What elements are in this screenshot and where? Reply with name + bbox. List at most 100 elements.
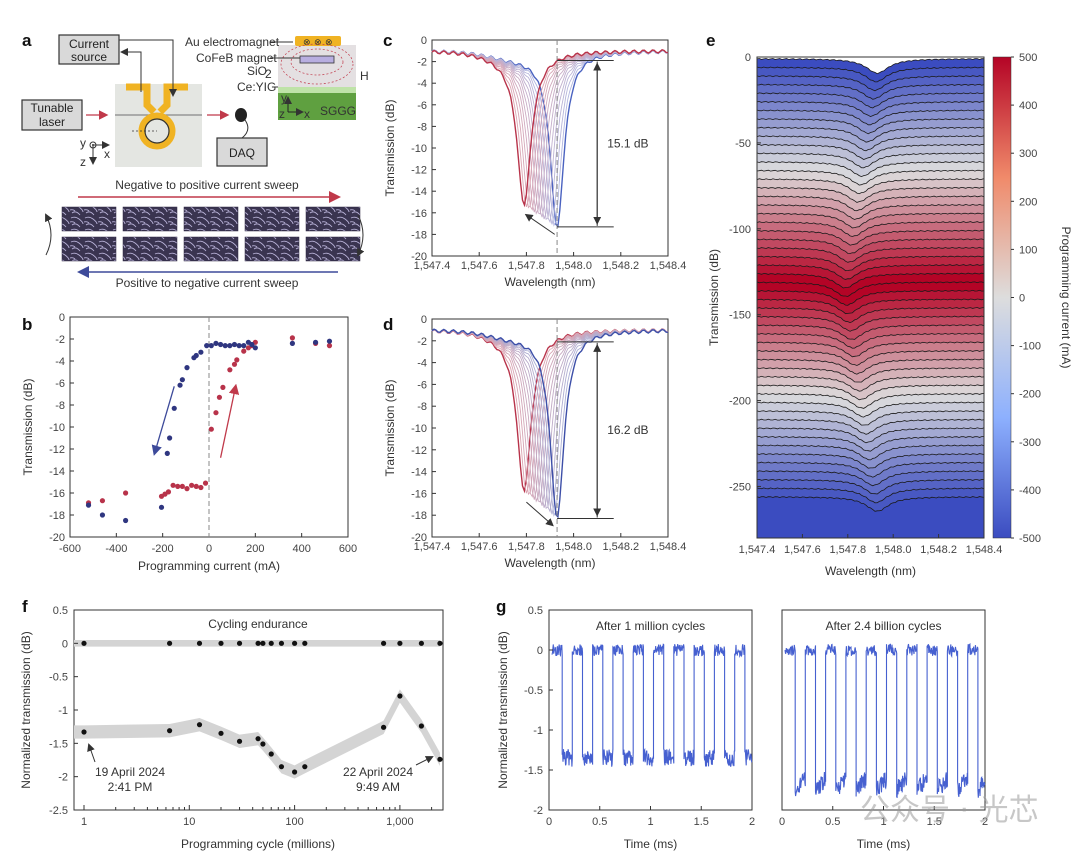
extinction-ratio-label: 16.2 dB [607,423,648,437]
high-state-point [167,641,172,646]
y-axis-label: Transmission (dB) [383,100,397,197]
domain-images [62,207,360,261]
y-tick-label: 0 [62,638,68,650]
forward-point [123,490,128,495]
high-state-point [255,641,260,646]
y-tick-label: -1 [533,725,543,737]
forward-point [180,484,185,489]
y-tick-label: -18 [49,510,65,522]
backward-point [123,518,128,523]
y-axis-label: Transmission (dB) [707,249,721,346]
x-tick-label: 1,548.4 [650,541,687,553]
y-tick-label: -12 [411,165,427,177]
y-tick-label: -6 [417,100,427,112]
x-axis-label: Wavelength (nm) [825,564,916,578]
low-state-point [269,751,274,756]
y-tick-label: -20 [411,532,427,544]
backward-point [313,340,318,345]
svg-text:SiO: SiO [247,64,267,78]
forward-point [184,486,189,491]
y-tick-label: -8 [417,401,427,413]
panel-f-endurance-plot: 1 10 100 1,000 0.5 0 -0.5 -1 -1.5 -2 -2.5 Cycling e… [19,605,443,851]
svg-text:x: x [304,107,310,121]
svg-text:CoFeB magnet: CoFeB magnet [196,51,277,65]
y-tick-label: -1.5 [49,738,68,750]
y-tick-label: 0 [537,645,543,657]
colorbar-tick-label: 100 [1019,244,1037,256]
forward-point [213,410,218,415]
forward-point [209,427,214,432]
x-axis-label: Wavelength (nm) [505,556,596,570]
low-state-point [237,739,242,744]
high-state-point [197,641,202,646]
forward-point [217,395,222,400]
y-tick-label: -0.5 [49,672,68,684]
colorbar-tick-label: 300 [1019,148,1037,160]
panel-b-hysteresis-plot: -600 -400 -200 0 200 400 6000-2-4-6-8-10-12-14… [21,312,357,573]
y-tick-label: -8 [417,121,427,133]
daq-label: DAQ [229,146,255,160]
y-tick-label: -10 [411,423,427,435]
domain-image [62,207,116,231]
y-tick-label: 0 [421,314,427,326]
y-tick-label: -18 [411,229,427,241]
forward-point [290,335,295,340]
forward-point [170,483,175,488]
end-arrow [416,757,432,765]
svg-text:y: y [281,91,287,105]
colorbar [993,57,1011,538]
y-tick-label: -20 [411,251,427,263]
y-tick-label: -0.5 [524,685,543,697]
x-tick-label: 1 [647,816,653,828]
backward-point [218,342,223,347]
y-axis-label: Transmission (dB) [383,380,397,477]
y-tick-label: -12 [411,445,427,457]
domain-image [306,237,360,261]
high-state-point [218,641,223,646]
low-state-point [292,769,297,774]
y-tick-label: -4 [417,358,427,370]
colorbar-tick-label: -300 [1019,437,1041,449]
high-state-point [302,641,307,646]
panel-label-f: f [22,597,28,616]
extinction-ratio-label: 15.1 dB [607,137,648,151]
backward-point [100,512,105,517]
backward-point [227,343,232,348]
x-tick-label: 1,000 [386,816,414,828]
x-tick-label: 200 [246,543,264,555]
colorbar-tick-label: 500 [1019,52,1037,64]
backward-point [172,406,177,411]
forward-point [198,485,203,490]
backward-point [237,343,242,348]
y-tick-label: -2 [533,805,543,817]
y-tick-label: -14 [411,467,427,479]
x-tick-label: 10 [183,816,195,828]
forward-point [241,349,246,354]
low-state-point [381,725,386,730]
forward-point [232,362,237,367]
y-tick-label: 0 [59,312,65,324]
tunable-laser-label-2: laser [39,115,65,129]
svg-text:⊗: ⊗ [314,37,322,47]
plot-frame [549,610,752,810]
x-tick-label: 1,547.6 [461,260,498,272]
backward-point [232,342,237,347]
x-axis-label: Time (ms) [857,837,911,851]
backward-point [159,505,164,510]
y-tick-label: 0.5 [528,605,543,617]
x-tick-label: 0.5 [592,816,607,828]
y-tick-label: -8 [55,400,65,412]
backward-point [177,383,182,388]
backward-point [246,340,251,345]
x-tick-label: 1,548.4 [650,260,687,272]
colorbar-tick-label: -100 [1019,341,1041,353]
start-time-label: 2:41 PM [108,780,153,794]
panel-a-schematic: Current source Tunable laser DAQ y z x [22,35,369,290]
plot-title: Cycling endurance [208,617,308,631]
x-tick-label: 1,548.4 [966,544,1003,556]
y-tick-label: -10 [411,143,427,155]
x-tick-label: -400 [105,543,127,555]
high-state-point [260,641,265,646]
colorbar-tick-label: -500 [1019,533,1041,545]
y-tick-label: -2 [58,772,68,784]
